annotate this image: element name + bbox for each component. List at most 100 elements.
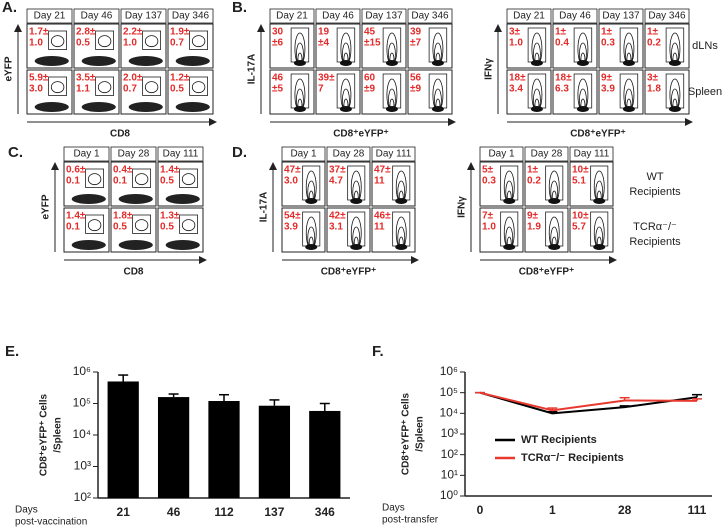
gate-frequency: 39 [410,27,422,38]
contour-core [593,244,606,250]
y-axis-label: IFNγ [484,58,495,80]
y-axis-label: CD8⁺eYFP⁺ Cells [39,393,50,476]
y-axis-label: IL-17A [259,192,270,223]
day-header: Day 346 [172,11,210,22]
contour-core [576,106,589,112]
x-axis-label: post-vaccination [15,517,87,528]
row-label: WT [646,171,663,183]
day-header-box [552,8,598,24]
flow-plot [407,23,453,69]
day-header-box [644,8,690,24]
gate-frequency: 3.9 [284,222,298,233]
gate-frequency: 7 [318,84,324,95]
x-tick-label: 112 [214,505,234,519]
legend-label: WT Recipients [521,434,597,446]
gate-frequency: 5± [482,165,494,176]
gate-frequency: 42± [329,211,346,222]
gate [132,168,152,188]
gate-frequency: 46 [272,73,284,84]
gate-frequency: ±4 [318,38,329,49]
flow-plot [524,207,569,253]
gate-frequency: 18± [555,73,572,84]
gate-frequency: 47± [284,165,301,176]
flow-plot [506,23,552,69]
x-axis-label: CD8 [110,129,130,140]
day-header: Day 46 [322,11,354,22]
row-label: Recipients [629,186,681,198]
x-axis-label: CD8⁺eYFP⁺ [333,129,389,140]
day-header-box [281,146,326,162]
contour-core [530,106,543,112]
flow-plot [281,207,326,253]
y-axis-label: CD8⁺eYFP⁺ Cells [401,392,412,475]
gate-frequency: 47± [374,165,391,176]
gate [142,76,162,96]
gate-frequency: 1.1 [76,84,90,95]
gate-frequency: 0.5 [170,84,184,95]
x-tick-label: 0 [477,503,484,517]
gate-frequency: 0.7 [123,84,137,95]
panel-label: B. [232,0,247,16]
gate-frequency: 1± [527,165,539,176]
gate-frequency: 1.8 [647,84,661,95]
y-tick-label: 10⁵ [73,396,91,410]
x-axis-label: CD8⁺eYFP⁺ [519,267,575,278]
x-axis-label: CD8 [123,267,143,278]
gate [48,76,67,96]
day-header: Day 346 [411,11,449,22]
day-header: Day 137 [365,11,403,22]
bar [309,410,341,498]
gate-frequency: 1.0 [509,38,523,49]
gate-frequency: 2.0± [123,73,143,84]
x-axis-label: post-transfer [382,515,439,526]
contour-core [293,106,306,112]
day-header: Day 346 [648,11,686,22]
flow-plot [269,69,315,115]
flow-plot [361,23,407,69]
flow-plot [479,161,524,207]
gate-frequency: 1.9± [170,27,190,38]
y-tick-label: 10³ [441,426,458,440]
gate-frequency: 1.0 [29,38,43,49]
contour-core [385,106,398,112]
flow-plot [371,161,416,207]
flow-plot [407,69,453,115]
contour [144,81,159,94]
contour-core [548,198,561,204]
gate-frequency: 10± [572,211,589,222]
y-tick-label: 10² [74,490,91,504]
contour-core [293,60,306,66]
gate-frequency: 7± [482,211,494,222]
gate-frequency: 3.5± [76,73,96,84]
flow-plot [326,207,371,253]
panel-label: D. [232,144,247,161]
gate-frequency: 0.1 [66,222,80,233]
gate-frequency: 1.2± [170,73,190,84]
flow-plot [315,69,361,115]
contour [87,219,102,232]
contour-core [339,60,352,66]
gate-frequency: 1.0 [123,38,137,49]
gate-frequency: 9± [601,73,613,84]
event-cloud [175,102,210,112]
day-header: Day 46 [81,11,113,22]
gate-frequency: 60 [364,73,376,84]
flow-plot [281,161,326,207]
gate-frequency: 0.4 [555,38,569,49]
event-cloud [81,56,116,66]
bar [107,381,139,498]
flow-plot [506,69,552,115]
contour-core [350,198,363,204]
day-header-box [326,146,371,162]
contour-core [305,198,318,204]
y-axis-label: IL-17A [247,54,258,85]
contour-core [431,106,444,112]
panel-label: C. [8,144,23,161]
event-cloud [81,102,116,112]
contour-core [668,106,681,112]
gate-frequency: 0.6± [66,165,86,176]
day-header-box [315,8,361,24]
gate-frequency: 2.8± [76,27,96,38]
event-cloud [118,194,153,204]
